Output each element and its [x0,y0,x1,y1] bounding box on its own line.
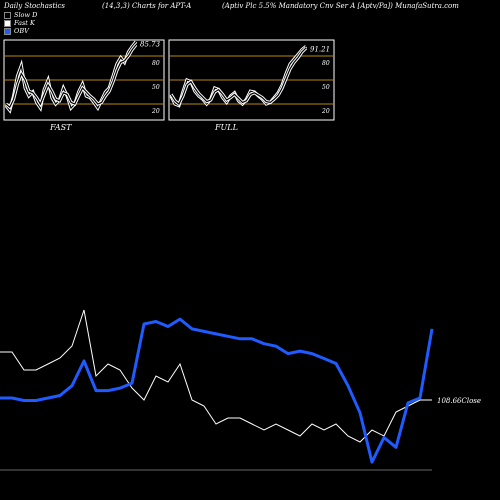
chart-title-right: (Aptiv Plc 5.5% Mandatory Cnv Ser A [Apt… [222,2,459,10]
chart-title-mid: (14,3,3) Charts for APT-A [102,2,192,10]
legend-label-fast-k: Fast K [14,19,35,27]
legend-swatch-slow-d [4,11,11,19]
legend-label-obv: OBV [14,27,29,35]
legend-item-fast-k: Fast K [4,19,37,27]
fast-series-slow-d-core [5,44,137,109]
full-last-value-label: 91.21 [310,45,330,53]
full-series-slow-d-core [170,47,307,105]
obv-line [0,317,434,464]
close-value-label: 108.66Close [437,397,481,405]
fast-series-slow-d-outline [4,43,138,110]
legend-swatch-obv [4,27,11,35]
legend: Slow D Fast K OBV [4,11,37,35]
legend-swatch-fast-k [4,19,11,27]
price-close-line [0,309,432,443]
fast-level-label-50: 50 [152,84,160,91]
full-level-label-50: 50 [322,84,330,91]
full-panel-label: FULL [214,123,238,132]
fast-last-value-label: 85.73 [140,41,161,49]
full-level-label-80: 80 [322,60,330,67]
chart-title-left: Daily Stochastics [4,2,66,10]
legend-label-slow-d: Slow D [14,11,38,19]
legend-item-obv: OBV [4,27,37,35]
fast-level-label-80: 80 [152,60,160,67]
fast-level-label-20: 20 [151,108,160,115]
full-level-label-20: 20 [321,108,330,115]
legend-item-slow-d: Slow D [4,11,37,19]
fast-series-fast-k-core [5,41,137,112]
fast-panel-label: FAST [49,123,72,132]
